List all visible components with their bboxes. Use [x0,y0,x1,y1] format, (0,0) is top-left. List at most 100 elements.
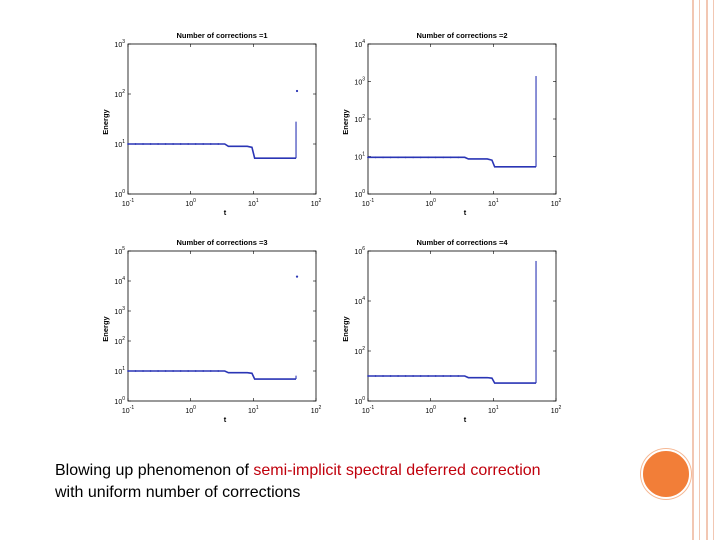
y-tick-label: 101 [114,366,125,376]
energy-series-point [209,143,212,145]
energy-series-point [442,375,445,377]
x-tick-label: 10-1 [122,405,134,415]
energy-series-point [449,156,452,159]
energy-charts-grid: Number of corrections =110-1 100 101 102100… [101,31,562,424]
x-tick-label: 102 [551,198,562,208]
x-axis-label: t [224,208,227,217]
caption-prefix: Blowing up phenomenon of [55,462,254,479]
plot-frame [127,250,317,402]
y-tick-label: 100 [114,189,125,199]
energy-series-point [142,370,144,372]
energy-series-point [404,156,407,159]
energy-series-point [149,143,152,145]
caption-highlight: semi-implicit spectral deferred correcti… [253,462,541,479]
energy-series-point [397,156,399,159]
y-tick-label: 102 [354,346,365,356]
chart-panel-2: Number of corrections =210-1 100 101 102100… [341,31,562,217]
chart-panel-4: Number of corrections =410-1 100 101 102100… [341,238,562,424]
x-tick-label: 101 [488,198,499,208]
energy-series-point [179,370,182,372]
energy-series-point [164,143,167,145]
energy-series-point [127,143,129,145]
y-tick-label: 104 [114,276,125,286]
plot-frame [127,43,317,195]
x-tick-label: 102 [311,405,322,415]
energy-series-point [367,156,369,159]
energy-series-point [157,143,159,145]
x-axis-label: t [224,415,227,424]
y-tick-label: 106 [354,246,365,256]
energy-series-point [187,370,190,372]
energy-series-point [172,143,175,145]
energy-series-point [164,370,167,372]
decorative-line [692,0,694,540]
energy-series-point [434,156,437,159]
energy-series-point [434,375,437,377]
energy-series-point [382,156,384,159]
energy-series-line [368,156,537,168]
y-tick-label: 102 [354,114,365,124]
y-tick-label: 101 [354,152,365,162]
y-tick-label: 102 [114,336,125,346]
energy-series-point [367,375,369,377]
energy-series-point [419,156,422,159]
x-tick-label: 10-1 [362,198,374,208]
energy-series-point [134,143,137,145]
energy-series-point [442,156,445,159]
energy-series-point [187,143,190,145]
energy-series-point [382,375,384,377]
y-axis-label: Energy [101,315,110,341]
chart-title: Number of corrections =1 [176,31,267,40]
energy-series-point [419,375,422,377]
energy-series-point [217,370,220,372]
chart-title: Number of corrections =4 [416,238,508,247]
energy-series-point [412,375,415,377]
y-tick-label: 103 [114,306,125,316]
energy-outlier-point [295,275,299,278]
energy-series-point [172,370,175,372]
y-tick-label: 100 [354,189,365,199]
y-tick-label: 103 [114,39,125,49]
energy-series-point [127,370,129,372]
energy-series-point [457,156,460,159]
energy-series-point [389,375,392,377]
chart-panel-3: Number of corrections =310-1 100 101 102100… [101,238,322,424]
x-tick-label: 101 [488,405,499,415]
energy-series-point [149,370,152,372]
energy-series-point [449,375,452,377]
orange-circle-decoration [641,449,691,499]
decorative-line [713,0,714,540]
x-tick-label: 100 [425,198,436,208]
energy-series-point [412,156,415,159]
x-tick-label: 10-1 [122,198,134,208]
plot-frame [367,43,557,195]
x-tick-label: 100 [185,198,196,208]
energy-series-point [457,375,460,377]
energy-series-point [202,370,205,372]
chart-title: Number of corrections =2 [416,31,507,40]
energy-series-point [142,143,144,145]
energy-series-line [128,143,297,159]
energy-series-point [404,375,407,377]
plot-frame [367,250,557,402]
energy-series-point [134,370,137,372]
energy-outlier-point [295,89,299,93]
energy-series-point [427,375,430,377]
y-tick-label: 103 [354,77,365,87]
energy-series-line [368,375,537,384]
energy-series-point [217,143,220,145]
energy-series-point [374,375,377,377]
x-tick-label: 101 [248,198,259,208]
x-tick-label: 10-1 [362,405,374,415]
y-tick-label: 104 [354,39,365,49]
energy-series-point [397,375,399,377]
energy-series-point [202,143,205,145]
energy-series-point [209,370,212,372]
y-tick-label: 102 [114,89,125,99]
y-tick-label: 104 [354,296,365,306]
energy-series-point [157,370,159,372]
x-tick-label: 101 [248,405,259,415]
y-tick-label: 100 [114,396,125,406]
energy-series-point [194,143,197,145]
x-axis-label: t [464,415,467,424]
